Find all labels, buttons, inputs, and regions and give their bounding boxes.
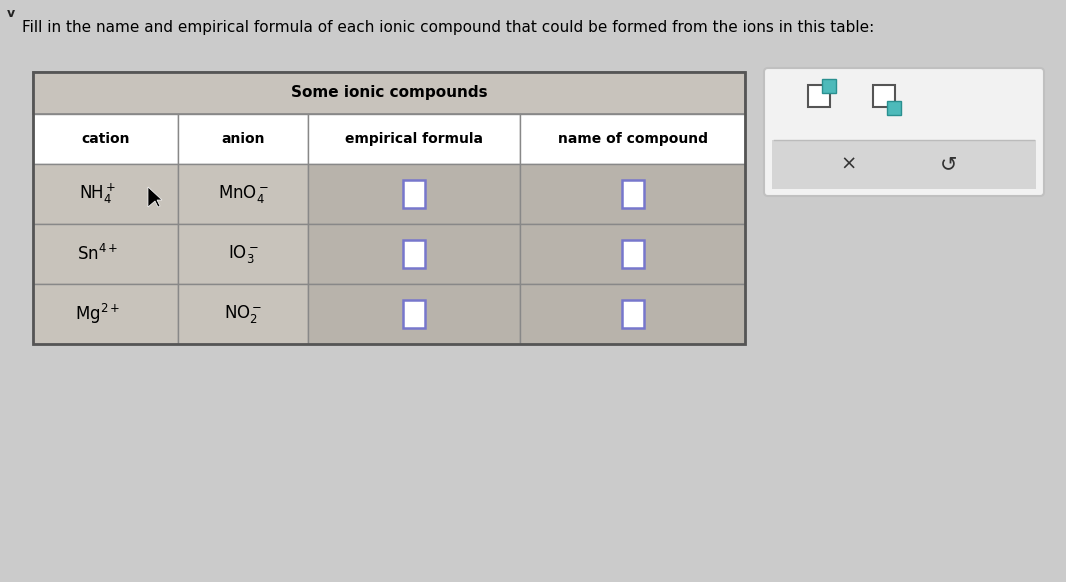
Bar [403,300,425,328]
Bar [520,224,745,284]
Bar [887,101,901,115]
Text: Some ionic compounds: Some ionic compounds [291,86,487,101]
Bar [308,224,520,284]
Bar [621,300,644,328]
Bar [403,180,425,208]
Bar [520,284,745,344]
Text: ×: × [841,154,857,173]
Bar [178,114,308,164]
Polygon shape [148,187,162,207]
Bar [308,164,520,224]
Bar [520,164,745,224]
Bar [308,114,520,164]
Bar [772,140,1036,189]
Bar [33,164,178,224]
Bar [621,240,644,268]
Bar [808,85,830,107]
Bar [178,224,308,284]
Bar [178,164,308,224]
Text: Mg$^{2+}$: Mg$^{2+}$ [75,302,120,326]
Bar [308,284,520,344]
Text: name of compound: name of compound [558,132,708,146]
Text: NO$_2^-$: NO$_2^-$ [224,303,262,325]
Bar [520,114,745,164]
Bar [33,72,745,344]
Bar [178,284,308,344]
FancyBboxPatch shape [764,68,1044,196]
Bar [822,79,836,93]
Bar [33,284,178,344]
Text: MnO$_4^-$: MnO$_4^-$ [217,183,269,205]
Text: Sn$^{4+}$: Sn$^{4+}$ [77,244,118,264]
Text: v: v [7,7,15,20]
Bar [33,114,178,164]
Text: empirical formula: empirical formula [345,132,483,146]
Text: Fill in the name and empirical formula of each ionic compound that could be form: Fill in the name and empirical formula o… [22,20,874,35]
Text: cation: cation [81,132,130,146]
Text: ↺: ↺ [940,154,957,174]
Bar [873,85,895,107]
Bar [621,180,644,208]
Text: anion: anion [222,132,264,146]
Text: NH$_4^+$: NH$_4^+$ [79,182,116,206]
Text: IO$_3^-$: IO$_3^-$ [227,243,258,265]
Bar [33,72,745,114]
Bar [33,224,178,284]
Bar [403,240,425,268]
